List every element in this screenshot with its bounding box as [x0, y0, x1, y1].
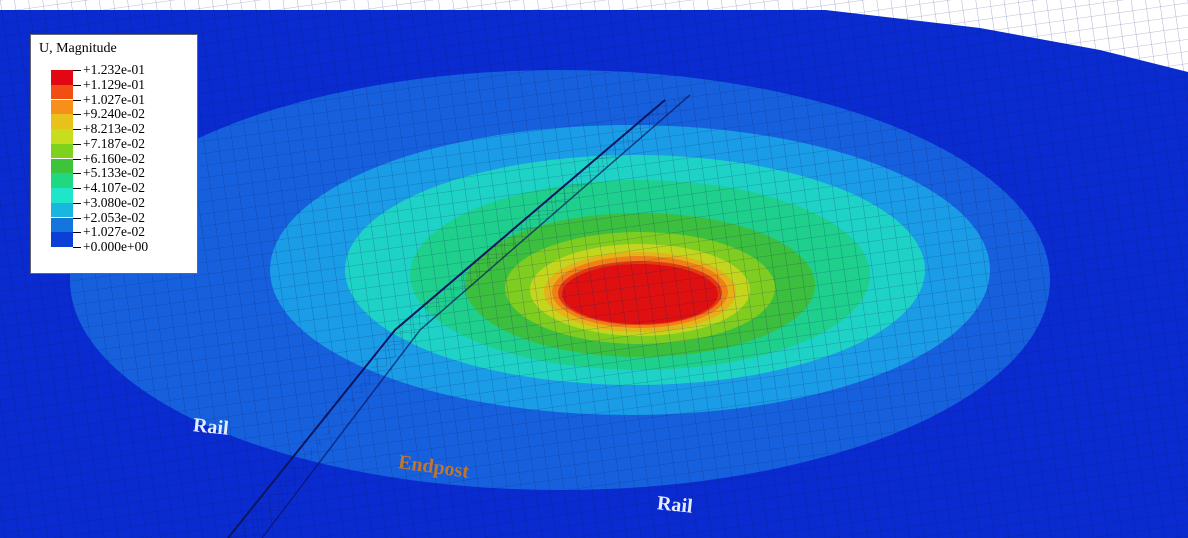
legend-label: +1.027e-01 [83, 91, 145, 107]
legend-swatch [51, 158, 73, 174]
legend-tick [73, 232, 81, 234]
legend-label: +7.187e-02 [83, 135, 145, 151]
legend-tick [73, 158, 81, 160]
legend-tick [73, 143, 81, 145]
legend-swatch [51, 99, 73, 115]
legend-label: +0.000e+00 [83, 239, 149, 254]
legend: U, Magnitude +1.232e-01 +1.129e-01 +1.027e… [30, 34, 198, 274]
legend-tick [73, 247, 81, 248]
legend-swatch [51, 188, 73, 203]
legend-tick [73, 217, 81, 219]
legend-swatch [51, 202, 73, 218]
rail-label-right: Rail [655, 492, 694, 518]
legend-title: U, Magnitude [39, 41, 117, 56]
legend-swatch [51, 70, 73, 85]
endpost-edge-right [261, 94, 691, 538]
legend-label: +9.240e-02 [83, 106, 145, 122]
legend-tick [73, 173, 81, 175]
legend-tick [73, 70, 81, 71]
legend-swatch [51, 114, 73, 129]
legend-swatch [51, 129, 73, 144]
legend-label: +4.107e-02 [83, 180, 145, 195]
legend-label: +1.027e-02 [83, 224, 145, 240]
legend-swatch [51, 84, 73, 100]
legend-tick [73, 202, 81, 204]
legend-tick [73, 114, 81, 116]
legend-label: +1.129e-01 [83, 76, 145, 92]
legend-label: +2.053e-02 [83, 209, 145, 225]
legend-label: +1.232e-01 [83, 62, 145, 77]
endpost-edge-left [227, 99, 666, 538]
legend-label: +6.160e-02 [83, 150, 145, 166]
legend-tick [73, 99, 81, 101]
legend-label: +8.213e-02 [83, 121, 145, 136]
legend-tick [73, 129, 81, 130]
legend-tick [73, 188, 81, 189]
legend-label: +3.080e-02 [83, 194, 145, 210]
legend-swatch [51, 173, 73, 188]
legend-tick [73, 84, 81, 86]
legend-label: +5.133e-02 [83, 165, 145, 181]
rail-label-left: Rail [191, 414, 230, 440]
legend-swatch [51, 143, 73, 159]
legend-swatch [51, 232, 73, 247]
legend-swatch [51, 217, 73, 233]
